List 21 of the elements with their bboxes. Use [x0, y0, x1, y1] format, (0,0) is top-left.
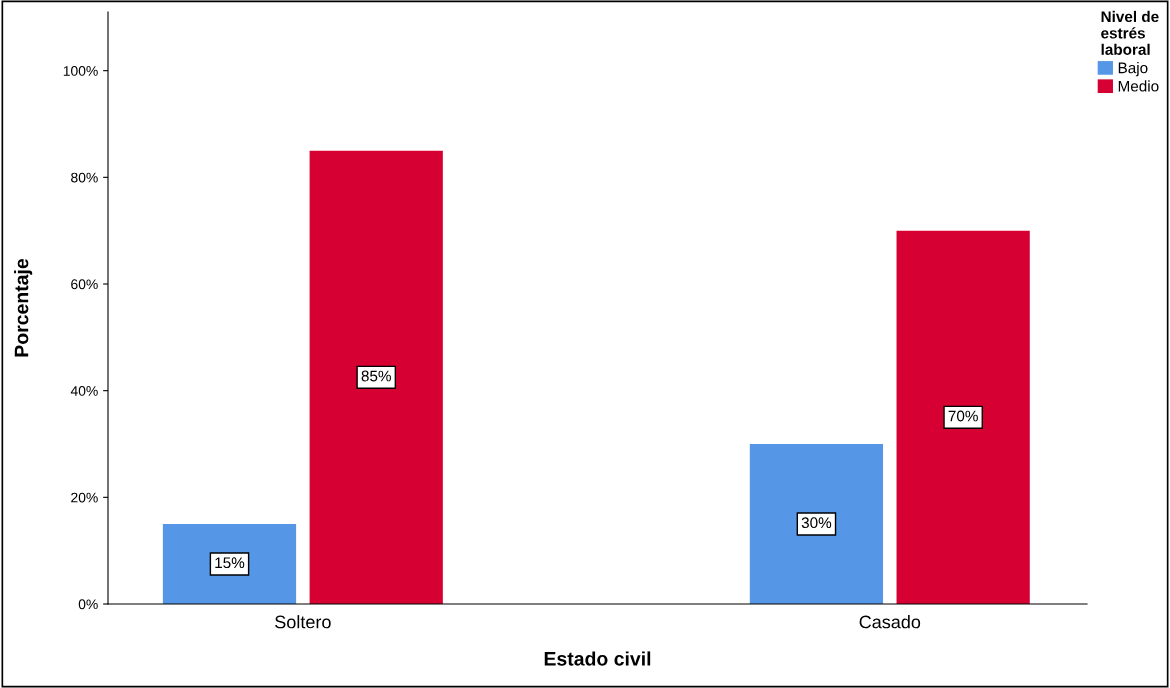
bar: [749, 444, 884, 604]
y-tick-label: 0%: [78, 599, 98, 610]
x-tick-label: Soltero: [275, 615, 331, 629]
y-axis-title: Porcentaje: [14, 258, 33, 357]
x-axis-title: Estado civil: [544, 651, 651, 666]
y-tick-label: 80%: [71, 172, 98, 183]
data-label: 85%: [361, 370, 391, 382]
legend-label: Medio: [1118, 80, 1159, 92]
x-tick-label: Casado: [859, 615, 921, 629]
bar: [162, 524, 297, 604]
legend-label: Bajo: [1118, 62, 1148, 77]
bar: [309, 150, 443, 604]
y-tick-label: 100%: [63, 66, 98, 76]
y-tick-label: 40%: [70, 386, 98, 396]
y-tick-label: 20%: [71, 492, 98, 503]
data-label: 70%: [948, 410, 978, 422]
legend-title: Nivel de estrés laboral: [1101, 10, 1159, 55]
y-tick-label: 60%: [71, 279, 98, 290]
data-label: 15%: [215, 557, 245, 569]
data-label: 30%: [801, 517, 832, 529]
bar: [896, 230, 1030, 604]
